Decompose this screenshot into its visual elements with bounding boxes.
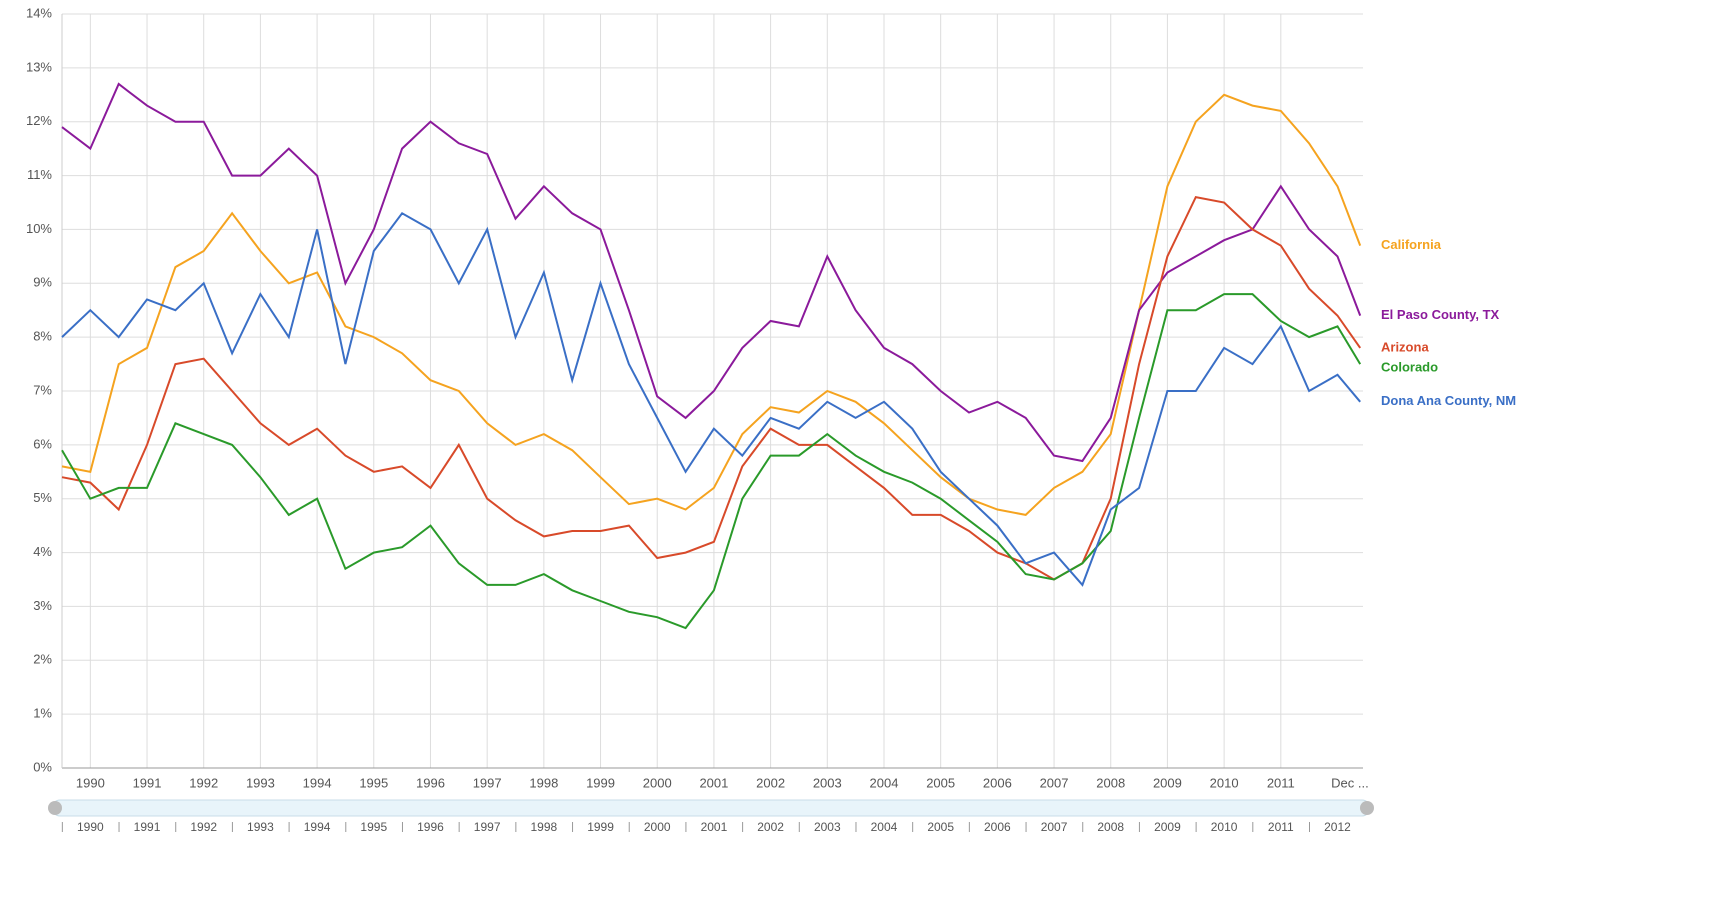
y-tick-label: 14% — [26, 5, 52, 20]
x-tick-label: 2006 — [983, 775, 1012, 790]
navigator-label: 1995 — [360, 820, 387, 834]
y-tick-label: 11% — [27, 167, 52, 182]
x-tick-label: 1998 — [529, 775, 558, 790]
navigator-label: 2004 — [871, 820, 898, 834]
x-tick-label: 1996 — [416, 775, 445, 790]
x-tick-label: 2008 — [1096, 775, 1125, 790]
navigator-label: 1998 — [531, 820, 558, 834]
navigator-label: 1999 — [587, 820, 614, 834]
x-tick-label: 1992 — [189, 775, 218, 790]
navigator-label: 1993 — [247, 820, 274, 834]
series-line — [61, 211, 1361, 587]
navigator-label: 2000 — [644, 820, 671, 834]
y-tick-label: 4% — [33, 544, 52, 559]
y-tick-label: 12% — [26, 113, 52, 128]
x-tick-label: 1993 — [246, 775, 275, 790]
x-tick-label: 2001 — [699, 775, 728, 790]
legend-label: California — [1381, 237, 1442, 252]
y-tick-label: 0% — [33, 759, 52, 774]
x-tick-label: 1994 — [303, 775, 332, 790]
series-line — [61, 93, 1362, 516]
y-tick-label: 10% — [26, 221, 52, 236]
navigator-label: 2005 — [927, 820, 954, 834]
navigator-label: 1990 — [77, 820, 104, 834]
navigator-label: 2003 — [814, 820, 841, 834]
navigator-handle-right[interactable] — [1360, 801, 1374, 815]
series-line — [61, 195, 1362, 581]
navigator-label: 1996 — [417, 820, 444, 834]
x-tick-label: 2010 — [1210, 775, 1239, 790]
navigator-label: 1997 — [474, 820, 501, 834]
x-tick-label: 1999 — [586, 775, 615, 790]
x-tick-label: 2009 — [1153, 775, 1182, 790]
navigator-label: 2008 — [1097, 820, 1124, 834]
y-tick-label: 7% — [33, 382, 52, 397]
navigator-label: 2001 — [701, 820, 728, 834]
x-tick-label: 2004 — [870, 775, 899, 790]
navigator-label: 2009 — [1154, 820, 1181, 834]
navigator-handle-left[interactable] — [48, 801, 62, 815]
navigator-label: 2002 — [757, 820, 784, 834]
y-tick-label: 3% — [33, 598, 52, 613]
x-tick-label: 2000 — [643, 775, 672, 790]
x-tick-label: 2002 — [756, 775, 785, 790]
y-tick-label: 6% — [33, 436, 52, 451]
y-tick-label: 13% — [26, 59, 52, 74]
x-tick-label: 1995 — [359, 775, 388, 790]
legend-label: El Paso County, TX — [1381, 307, 1500, 322]
navigator-label: 1994 — [304, 820, 331, 834]
x-tick-label: 1991 — [133, 775, 162, 790]
legend-label: Arizona — [1381, 339, 1429, 354]
y-tick-label: 9% — [33, 275, 52, 290]
range-navigator[interactable] — [51, 799, 1371, 817]
navigator-label: 2006 — [984, 820, 1011, 834]
x-tick-label: 2003 — [813, 775, 842, 790]
x-tick-label: 1990 — [76, 775, 105, 790]
navigator-label: 1991 — [134, 820, 161, 834]
navigator-label: 2010 — [1211, 820, 1238, 834]
legend-label: Colorado — [1381, 359, 1438, 374]
series-line — [61, 82, 1362, 463]
x-tick-label: 2007 — [1040, 775, 1069, 790]
y-tick-label: 8% — [33, 329, 52, 344]
x-tick-label: 1997 — [473, 775, 502, 790]
x-tick-label: 2011 — [1267, 775, 1295, 790]
navigator-label: 2012 — [1324, 820, 1351, 834]
navigator-label: 2007 — [1041, 820, 1068, 834]
legend-label: Dona Ana County, NM — [1381, 393, 1516, 408]
y-tick-label: 1% — [33, 706, 52, 721]
series-line — [61, 293, 1362, 630]
y-tick-label: 5% — [33, 490, 52, 505]
x-tick-label: Dec ... — [1331, 775, 1369, 790]
navigator-label: 1992 — [190, 820, 217, 834]
x-tick-label: 2005 — [926, 775, 955, 790]
y-tick-label: 2% — [33, 652, 52, 667]
navigator-label: 2011 — [1268, 820, 1294, 834]
